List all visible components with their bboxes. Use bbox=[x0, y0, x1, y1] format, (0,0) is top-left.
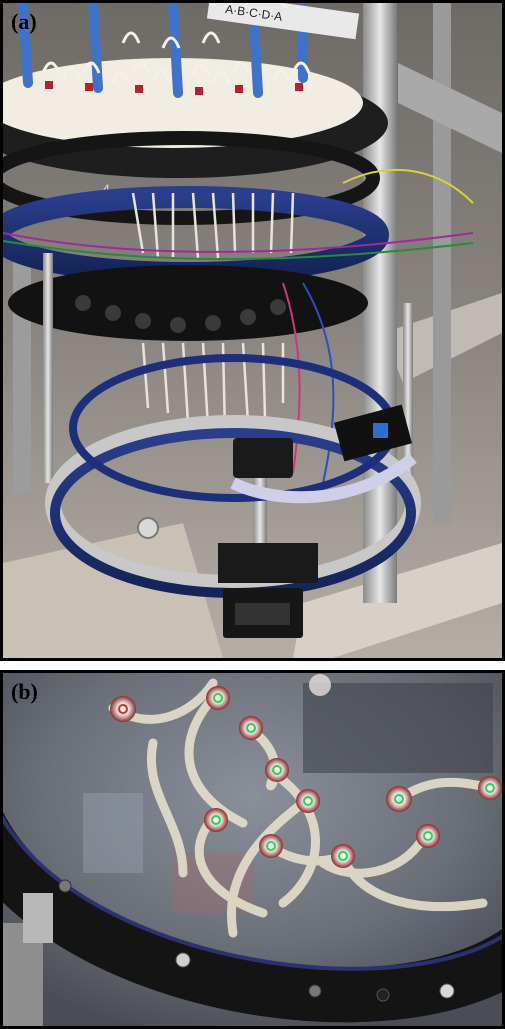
panel-b-photo: (b) bbox=[0, 670, 505, 1029]
ring-screws bbox=[58, 879, 455, 1002]
panel-a-label: (a) bbox=[11, 9, 37, 34]
ring-number-text: 4 bbox=[103, 182, 110, 196]
sensor-heads bbox=[110, 674, 502, 868]
panel-a-photo: (a) bbox=[0, 0, 505, 661]
sensor-plate-photo-b bbox=[3, 673, 502, 1026]
panel-b-label: (b) bbox=[11, 679, 38, 704]
rig-photo-a: A·B·C·D·A 4 bbox=[3, 3, 502, 658]
